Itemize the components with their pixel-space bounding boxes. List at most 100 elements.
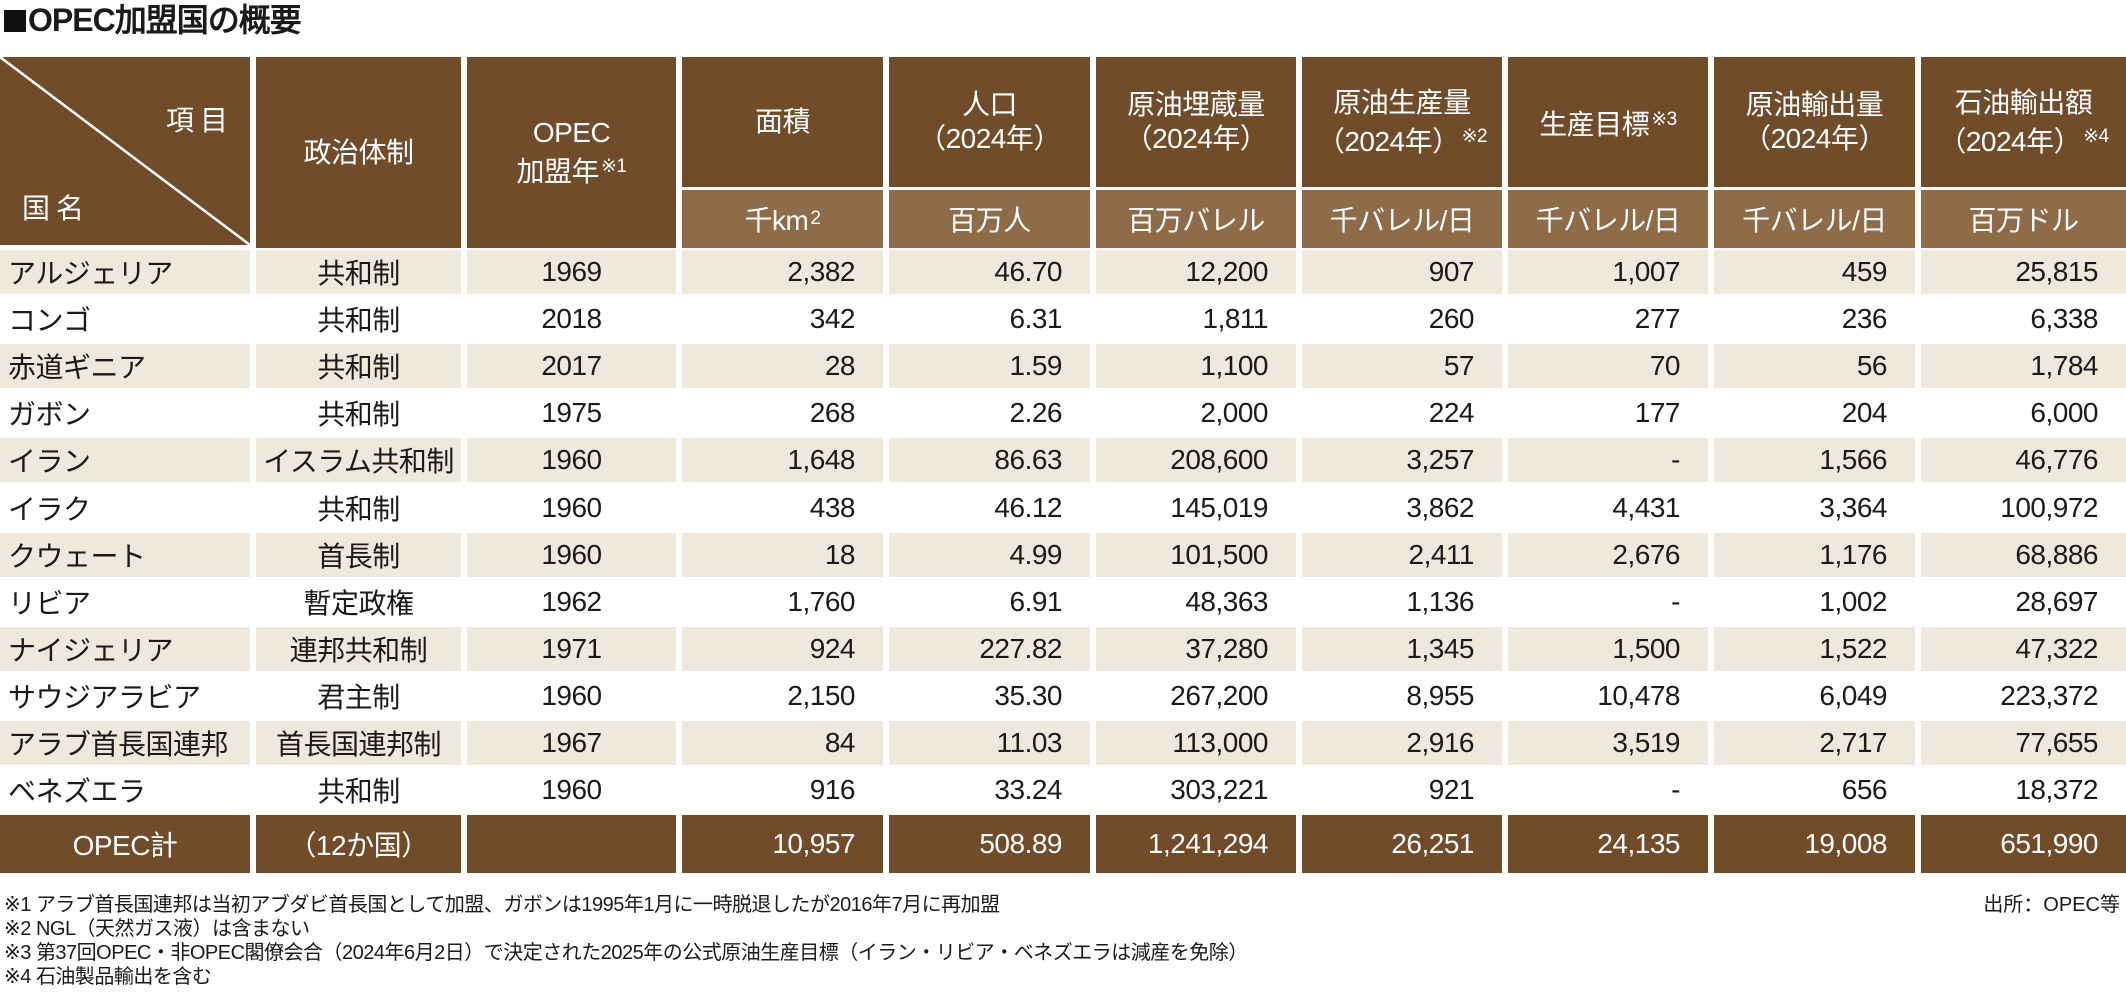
cell-production: 224 xyxy=(1302,391,1502,435)
header-line2: 加盟年 ※1 xyxy=(516,150,627,189)
cell-country: 赤道ギニア xyxy=(0,344,250,388)
column-header-text: 面積 xyxy=(754,105,811,139)
footnote-marker: ※1 xyxy=(601,156,627,177)
column-header-text: 原油生産量 （2024年） ※2 xyxy=(1316,86,1488,159)
cell-export-value: 6,000 xyxy=(1921,391,2126,435)
cell-area: 18 xyxy=(682,533,883,577)
cell-exports: 2,717 xyxy=(1714,721,1915,765)
cell-exports: 204 xyxy=(1714,391,1915,435)
cell-regime: 連邦共和制 xyxy=(256,627,461,671)
cell-production: 921 xyxy=(1302,768,1502,812)
unit-text: 千バレル/日 xyxy=(1329,205,1475,236)
header-line1-text: 生産目標 xyxy=(1539,108,1650,140)
cell-joined: 1969 xyxy=(467,250,676,294)
cell-export-value: 25,815 xyxy=(1921,250,2126,294)
footnote-marker: ※3 xyxy=(1651,108,1677,130)
cell-reserves: 208,600 xyxy=(1096,438,1296,482)
cell-regime: 共和制 xyxy=(256,250,461,294)
footnote-3: ※3 第37回OPEC・非OPEC閣僚会合（2024年6月2日）で決定された20… xyxy=(4,942,1248,964)
table-row: ガボン 共和制 1975 268 2.26 2,000 224 177 204 6,000 xyxy=(0,391,2126,435)
cell-population: 2.26 xyxy=(889,391,1090,435)
header-line1: 面積 xyxy=(754,105,811,139)
cell-target: 1,500 xyxy=(1508,627,1708,671)
header-line1: 原油生産量 xyxy=(1333,86,1471,120)
diagonal-divider xyxy=(0,57,250,245)
column-header-text: 原油埋蔵量 （2024年） xyxy=(1125,88,1268,156)
cell-joined: 1967 xyxy=(467,721,676,765)
cell-area: 916 xyxy=(682,768,883,812)
cell-export-value: 223,372 xyxy=(1921,674,2126,718)
cell-reserves: 12,200 xyxy=(1096,250,1296,294)
unit-text: 百万バレル xyxy=(1127,205,1265,236)
cell-regime: 共和制 xyxy=(256,768,461,812)
cell-production: 907 xyxy=(1302,250,1502,294)
cell-production: 1,136 xyxy=(1302,580,1502,624)
header-line2: （2024年） xyxy=(1743,122,1886,156)
cell-population: 6.31 xyxy=(889,297,1090,341)
header-line1-text: 人口 xyxy=(961,89,1018,120)
cell-exports: 1,176 xyxy=(1714,533,1915,577)
header-line2-text: （2024年） xyxy=(1316,125,1460,157)
cell-reserves: 267,200 xyxy=(1096,674,1296,718)
cell-production: 1,345 xyxy=(1302,627,1502,671)
cell-joined: 2018 xyxy=(467,297,676,341)
cell-country: アラブ首長国連邦 xyxy=(0,721,250,765)
column-header-3: 面積 xyxy=(682,57,883,187)
cell-production: 57 xyxy=(1302,344,1502,388)
header-line2-text: （2024年） xyxy=(1743,123,1886,154)
cell-regime: 君主制 xyxy=(256,674,461,718)
corner-item-label: 項目 xyxy=(165,105,234,136)
column-header-6: 原油生産量 （2024年） ※2 xyxy=(1302,57,1502,187)
cell-population: 35.30 xyxy=(889,674,1090,718)
cell-target: - xyxy=(1508,768,1708,812)
cell-regime: 共和制 xyxy=(256,391,461,435)
table-row: アラブ首長国連邦 首長国連邦制 1967 84 11.03 113,000 2,916 3,5… xyxy=(0,721,2126,765)
cell-area: 84 xyxy=(682,721,883,765)
table-row: コンゴ 共和制 2018 342 6.31 1,811 260 277 236 6,338 xyxy=(0,297,2126,341)
column-header-text: 石油輸出額 （2024年） ※4 xyxy=(1938,86,2109,159)
header-line1: 人口 xyxy=(961,88,1018,122)
total-production: 26,251 xyxy=(1302,815,1502,873)
header-line2-text: （2024年） xyxy=(918,123,1061,154)
cell-regime: 共和制 xyxy=(256,344,461,388)
cell-regime: 首長国連邦制 xyxy=(256,721,461,765)
page-title: OPEC加盟国の概要 xyxy=(4,0,302,40)
cell-joined: 1960 xyxy=(467,674,676,718)
cell-regime: イスラム共和制 xyxy=(256,438,461,482)
cell-joined: 1960 xyxy=(467,768,676,812)
table-row: イラン イスラム共和制 1960 1,648 86.63 208,600 3,257-1,5… xyxy=(0,438,2126,482)
cell-joined: 1971 xyxy=(467,627,676,671)
cell-country: ナイジェリア xyxy=(0,627,250,671)
table-row: ナイジェリア 連邦共和制 1971 924 227.82 37,280 1,345 1,500… xyxy=(0,627,2126,671)
cell-population: 227.82 xyxy=(889,627,1090,671)
cell-production: 8,955 xyxy=(1302,674,1502,718)
cell-export-value: 100,972 xyxy=(1921,486,2126,530)
cell-exports: 1,522 xyxy=(1714,627,1915,671)
cell-reserves: 303,221 xyxy=(1096,768,1296,812)
cell-target: - xyxy=(1508,438,1708,482)
cell-country: イラク xyxy=(0,486,250,530)
cell-target: 70 xyxy=(1508,344,1708,388)
column-header-text: 人口 （2024年） xyxy=(918,88,1061,156)
cell-regime: 共和制 xyxy=(256,486,461,530)
footnotes: ※1 アラブ首長国連邦は当初アブダビ首長国として加盟、ガボンは1995年1月に一… xyxy=(4,893,1248,989)
unit-superscript: 2 xyxy=(810,208,821,229)
total-joined xyxy=(467,815,676,873)
cell-reserves: 1,100 xyxy=(1096,344,1296,388)
cell-population: 1.59 xyxy=(889,344,1090,388)
header-line1: 政治体制 xyxy=(303,136,414,170)
column-header-1: 政治体制 xyxy=(256,57,461,248)
cell-joined: 1975 xyxy=(467,391,676,435)
footnote-1: ※1 アラブ首長国連邦は当初アブダビ首長国として加盟、ガボンは1995年1月に一… xyxy=(4,894,1000,916)
header-line1-text: 原油輸出量 xyxy=(1745,89,1884,120)
cell-exports: 1,002 xyxy=(1714,580,1915,624)
column-header-2: OPEC 加盟年 ※1 xyxy=(467,57,676,248)
cell-exports: 656 xyxy=(1714,768,1915,812)
column-header-8: 原油輸出量 （2024年） xyxy=(1714,57,1915,187)
table-row: クウェート 首長制 1960 18 4.99 101,500 2,411 2,676 1,176… xyxy=(0,533,2126,577)
header-line1-text: 面積 xyxy=(754,106,811,137)
cell-export-value: 6,338 xyxy=(1921,297,2126,341)
total-row: OPEC計 （12か国） 10,957 508.89 1,241,294 26,251 24… xyxy=(0,815,2126,873)
cell-area: 1,648 xyxy=(682,438,883,482)
cell-area: 268 xyxy=(682,391,883,435)
